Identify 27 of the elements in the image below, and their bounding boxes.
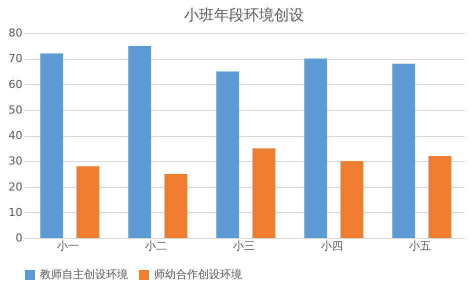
y-tick-label: 70	[8, 52, 22, 66]
legend-label: 师幼合作创设环境	[154, 268, 242, 281]
x-tick-label: 小二	[145, 240, 167, 252]
bar	[40, 54, 64, 238]
y-tick-label: 50	[8, 103, 22, 116]
bar	[304, 58, 328, 238]
bar	[252, 148, 276, 238]
bar	[392, 64, 416, 238]
x-tick-label: 小五	[409, 240, 431, 252]
y-tick-label: 60	[8, 78, 22, 91]
x-tick-label: 小四	[321, 240, 343, 252]
y-tick-label: 10	[8, 206, 22, 219]
bar	[164, 174, 188, 238]
bar	[428, 156, 452, 238]
x-tick-label: 小三	[233, 240, 255, 252]
bar	[340, 161, 364, 238]
chart-title: 小班年段环境创设	[184, 6, 304, 24]
y-tick-label: 20	[8, 180, 22, 194]
bar	[216, 71, 240, 238]
y-tick-label: 30	[8, 154, 22, 168]
bar	[76, 166, 100, 238]
y-tick-label: 0	[16, 232, 22, 244]
y-tick-label: 40	[8, 129, 22, 142]
bar	[128, 46, 152, 238]
y-tick-label: 80	[8, 26, 22, 40]
legend-label: 教师自主创设环境	[40, 268, 128, 281]
x-tick-label: 小一	[57, 240, 79, 252]
